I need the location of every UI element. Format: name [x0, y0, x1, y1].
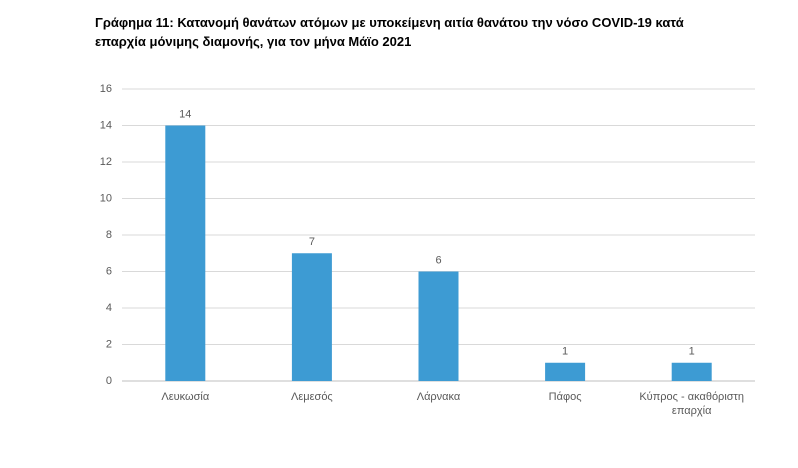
- x-tick-label: Λευκωσία: [161, 391, 210, 403]
- y-tick-label: 4: [106, 302, 112, 314]
- x-tick-label: Πάφος: [548, 391, 582, 403]
- bar: [671, 362, 712, 381]
- bar: [291, 253, 332, 381]
- value-label: 1: [562, 346, 568, 358]
- y-tick-label: 12: [100, 156, 112, 168]
- x-tick-label: Κύπρος - ακαθόριστη επαρχία: [639, 391, 745, 417]
- value-label: 6: [435, 254, 441, 266]
- y-tick-label: 10: [100, 192, 112, 204]
- y-tick-label: 2: [106, 338, 112, 350]
- bar: [165, 125, 206, 381]
- y-tick-label: 16: [100, 83, 112, 95]
- x-tick-label: Λάρνακα: [416, 391, 461, 403]
- bar: [545, 362, 586, 381]
- x-tick-label: Λεμεσός: [291, 391, 333, 403]
- chart-title: Γράφημα 11: Κατανομή θανάτων ατόμων με υ…: [95, 15, 684, 49]
- y-tick-label: 6: [106, 265, 112, 277]
- value-label: 14: [179, 108, 191, 120]
- value-label: 1: [689, 346, 695, 358]
- bar: [418, 271, 459, 381]
- value-label: 7: [309, 236, 315, 248]
- y-tick-label: 8: [106, 229, 112, 241]
- y-tick-label: 14: [100, 119, 112, 131]
- y-tick-label: 0: [106, 375, 112, 387]
